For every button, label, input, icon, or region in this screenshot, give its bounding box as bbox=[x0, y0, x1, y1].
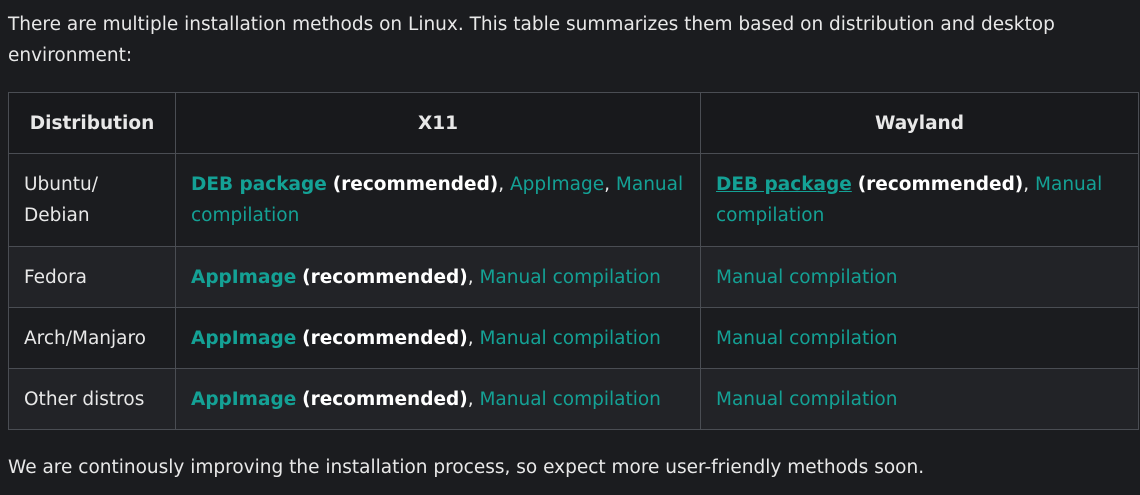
table-row: Other distros AppImage (recommended), Ma… bbox=[8, 368, 1139, 430]
outro-text: We are continously improving the install… bbox=[8, 457, 925, 478]
manual-compilation-link[interactable]: Manual compilation bbox=[716, 327, 898, 349]
installation-methods-table: Distribution X11 Wayland Ubuntu/ Debian … bbox=[8, 92, 1139, 430]
appimage-link[interactable]: AppImage bbox=[191, 266, 297, 288]
appimage-link[interactable]: AppImage bbox=[510, 174, 605, 195]
intro-text: There are multiple installation methods … bbox=[8, 14, 1055, 66]
distro-cell: Arch/Manjaro bbox=[8, 307, 176, 369]
manual-compilation-link[interactable]: Manual compilation bbox=[716, 266, 898, 288]
x11-cell: DEB package (recommended), AppImage, Man… bbox=[175, 153, 701, 247]
x11-cell: AppImage (recommended), Manual compilati… bbox=[175, 246, 701, 308]
recommended-label: (recommended) bbox=[302, 327, 468, 349]
table-row: Fedora AppImage (recommended), Manual co… bbox=[8, 246, 1139, 308]
header-wayland: Wayland bbox=[700, 92, 1139, 154]
appimage-link[interactable]: AppImage bbox=[191, 327, 297, 349]
x11-cell: AppImage (recommended), Manual compilati… bbox=[175, 368, 701, 430]
table-row: Ubuntu/ Debian DEB package (recommended)… bbox=[8, 153, 1139, 247]
manual-compilation-link[interactable]: Manual compilation bbox=[479, 266, 661, 288]
recommended-label: (recommended) bbox=[332, 174, 499, 195]
distro-cell: Ubuntu/ Debian bbox=[8, 153, 176, 247]
separator: , bbox=[604, 174, 616, 195]
distro-cell: Other distros bbox=[8, 368, 176, 430]
wayland-cell: Manual compilation bbox=[700, 307, 1139, 369]
recommended-label: (recommended) bbox=[302, 266, 468, 288]
deb-package-link[interactable]: DEB package bbox=[716, 174, 852, 195]
manual-compilation-link[interactable]: Manual compilation bbox=[191, 174, 684, 226]
wayland-cell: Manual compilation bbox=[700, 246, 1139, 308]
separator: , bbox=[1023, 174, 1036, 195]
header-x11: X11 bbox=[175, 92, 701, 154]
recommended-label: (recommended) bbox=[857, 174, 1024, 195]
header-distribution: Distribution bbox=[8, 92, 176, 154]
manual-compilation-link[interactable]: Manual compilation bbox=[716, 174, 1103, 226]
distro-cell: Fedora bbox=[8, 246, 176, 308]
manual-compilation-link[interactable]: Manual compilation bbox=[479, 388, 661, 410]
wayland-cell: Manual compilation bbox=[700, 368, 1139, 430]
separator: , bbox=[498, 174, 511, 195]
table-row: Arch/Manjaro AppImage (recommended), Man… bbox=[8, 307, 1139, 369]
separator: , bbox=[467, 266, 480, 288]
separator: , bbox=[467, 327, 480, 349]
manual-compilation-link[interactable]: Manual compilation bbox=[479, 327, 661, 349]
wayland-cell: DEB package (recommended), Manual compil… bbox=[700, 153, 1139, 247]
appimage-link[interactable]: AppImage bbox=[191, 388, 297, 410]
separator: , bbox=[467, 388, 480, 410]
manual-compilation-link[interactable]: Manual compilation bbox=[716, 388, 898, 410]
x11-cell: AppImage (recommended), Manual compilati… bbox=[175, 307, 701, 369]
recommended-label: (recommended) bbox=[302, 388, 468, 410]
deb-package-link[interactable]: DEB package bbox=[191, 174, 327, 195]
table-header-row: Distribution X11 Wayland bbox=[8, 92, 1139, 154]
